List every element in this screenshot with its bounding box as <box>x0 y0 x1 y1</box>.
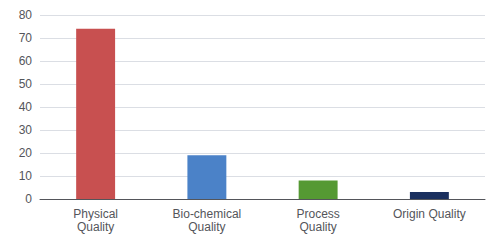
svg-text:Quality: Quality <box>299 220 336 234</box>
svg-text:Process: Process <box>296 207 339 221</box>
svg-text:40: 40 <box>19 100 33 114</box>
svg-text:50: 50 <box>19 77 33 91</box>
svg-text:0: 0 <box>25 192 32 206</box>
svg-text:Bio-chemical: Bio-chemical <box>173 207 242 221</box>
svg-text:10: 10 <box>19 169 33 183</box>
svg-text:60: 60 <box>19 54 33 68</box>
svg-text:30: 30 <box>19 123 33 137</box>
svg-text:Origin Quality: Origin Quality <box>393 207 466 221</box>
svg-text:Quality: Quality <box>77 220 114 234</box>
svg-text:Physical: Physical <box>73 207 118 221</box>
svg-text:70: 70 <box>19 31 33 45</box>
svg-text:80: 80 <box>19 8 33 22</box>
svg-text:20: 20 <box>19 146 33 160</box>
svg-text:Quality: Quality <box>188 220 225 234</box>
